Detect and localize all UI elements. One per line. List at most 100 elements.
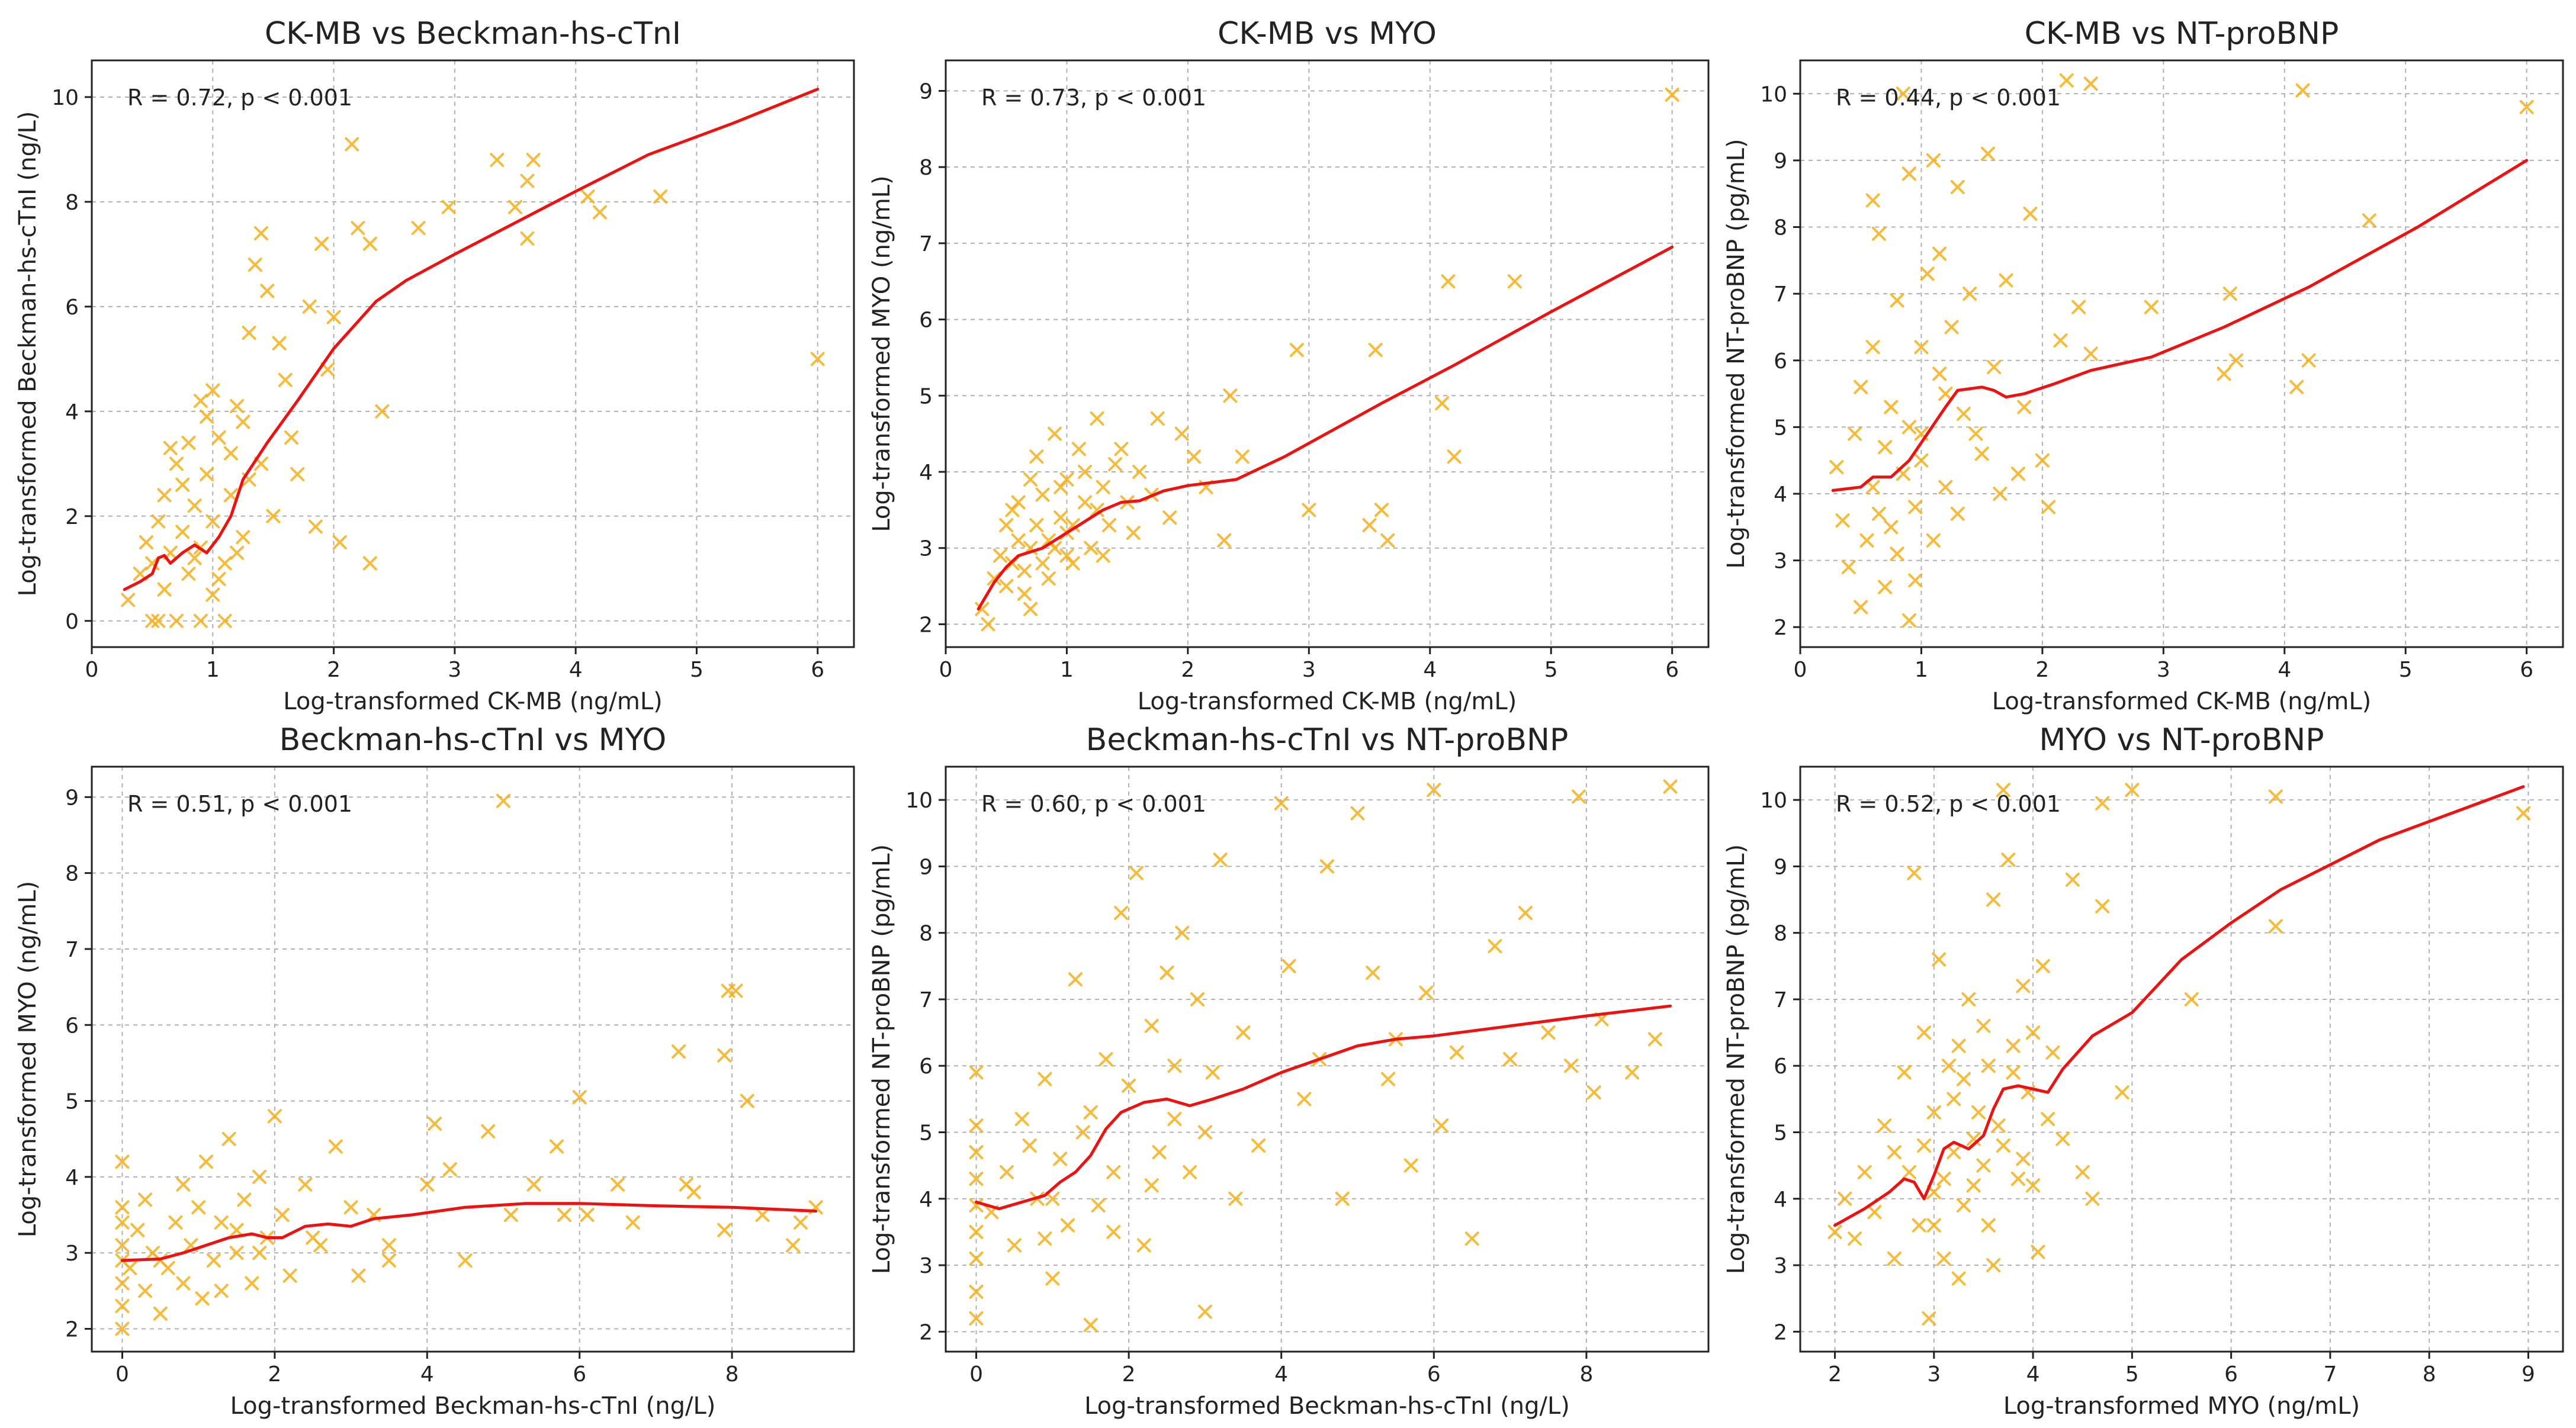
- scatter-point: [151, 514, 166, 529]
- scatter-point: [420, 1177, 435, 1192]
- y-tick-label: 2: [1774, 616, 1787, 640]
- scatter-point: [1106, 1224, 1121, 1239]
- scatter-point: [1841, 559, 1856, 574]
- scatter-point: [211, 571, 226, 586]
- scatter-point: [1045, 1271, 1060, 1286]
- scatter-point: [1541, 1025, 1556, 1040]
- chart-panel-ckmb-vs-tni: 0 1 2 3 4 5 6 0 2 4 6 8 10 CK-MB vs Beckman-hs-cTnI Lo…: [14, 16, 855, 715]
- scatter-point: [2055, 1131, 2070, 1146]
- scatter-point: [1938, 480, 1953, 494]
- scatter-point: [314, 236, 329, 251]
- scatter-point: [580, 1208, 595, 1223]
- scatter-point: [115, 1276, 130, 1291]
- scatter-point: [254, 226, 268, 240]
- scatter-point: [278, 372, 293, 387]
- scatter-point: [252, 1246, 267, 1260]
- scatter-point: [169, 456, 184, 471]
- scatter-point: [230, 545, 245, 560]
- x-tick-label: 0: [969, 1362, 983, 1387]
- scatter-point: [993, 548, 1007, 563]
- scatter-point: [1213, 853, 1228, 867]
- scatter-point: [728, 983, 743, 998]
- chart-title: MYO vs NT-proBNP: [2039, 722, 2324, 758]
- y-axis-label: Log-transformed NT-proBNP (pg/mL): [1723, 844, 1750, 1274]
- y-tick-label: 2: [65, 505, 79, 529]
- x-tick-label: 6: [811, 658, 824, 682]
- x-tick-label: 3: [448, 658, 461, 682]
- scatter-point: [1374, 503, 1389, 517]
- scatter-point: [2023, 207, 2038, 221]
- scatter-point: [1029, 449, 1044, 464]
- x-tick-label: 3: [1927, 1362, 1941, 1387]
- scatter-point: [1281, 959, 1296, 973]
- scatter-point: [1922, 1311, 1936, 1326]
- scatter-point: [1957, 1072, 1971, 1086]
- scatter-point: [138, 1284, 153, 1298]
- scatter-point: [550, 1139, 564, 1154]
- chart-panel-ckmb-vs-myo: 0 1 2 3 4 5 6 2 3 4 5 6 7 8 9 CK-MB vs MYO Log-transform…: [868, 16, 1710, 715]
- scatter-point: [1968, 426, 1983, 441]
- x-tick-label: 0: [1794, 658, 1807, 682]
- scatter-point: [1951, 1038, 1966, 1053]
- x-tick-label: 0: [115, 1362, 129, 1387]
- x-tick-label: 0: [85, 658, 99, 682]
- y-tick-label: 6: [65, 1014, 79, 1038]
- trend-line: [123, 88, 820, 591]
- scatter-point: [1083, 1105, 1098, 1120]
- scatter-point: [229, 1246, 244, 1260]
- scatter-point: [153, 1306, 168, 1321]
- y-tick-label: 8: [919, 922, 933, 946]
- chart-title: CK-MB vs MYO: [1218, 16, 1437, 52]
- y-tick-label: 10: [1760, 789, 1787, 813]
- scatter-point: [1564, 1059, 1579, 1073]
- x-tick-label: 8: [725, 1362, 739, 1387]
- scatter-point: [1449, 1045, 1464, 1060]
- scatter-point: [1507, 274, 1522, 289]
- scatter-point: [1289, 343, 1304, 358]
- scatter-point: [2516, 806, 2531, 821]
- scatter-point: [1083, 1318, 1098, 1333]
- scatter-point: [1084, 541, 1099, 555]
- scatter-point: [969, 1198, 984, 1212]
- scatter-point: [2075, 1165, 2090, 1179]
- y-tick-label: 8: [65, 862, 79, 886]
- scatter-point: [1887, 1251, 1902, 1266]
- y-tick-label: 4: [65, 1166, 79, 1190]
- scatter-point: [740, 1093, 754, 1108]
- y-axis-label: Log-transformed Beckman-hs-cTnI (ng/L): [14, 111, 41, 597]
- scatter-point: [1957, 1198, 1971, 1212]
- y-tick-label: 6: [919, 1054, 933, 1079]
- scatter-point: [1187, 449, 1202, 464]
- scatter-point: [1223, 388, 1238, 403]
- scatter-point: [175, 525, 190, 539]
- scatter-point: [580, 189, 595, 204]
- scatter-point: [2085, 1191, 2100, 1206]
- scatter-point: [381, 1253, 396, 1268]
- scatter-point: [130, 1223, 145, 1237]
- x-tick-label: 3: [1302, 658, 1316, 682]
- scatter-point: [1871, 226, 1886, 241]
- x-tick-label: 2: [1181, 658, 1194, 682]
- scatter-point: [1857, 1165, 1872, 1179]
- scatter-point: [1902, 1165, 1916, 1179]
- scatter-point: [260, 284, 275, 298]
- scatter-point: [671, 1044, 686, 1059]
- scatter-point: [2031, 1244, 2045, 1259]
- scatter-point: [1126, 525, 1141, 540]
- scatter-point: [151, 613, 166, 628]
- scatter-point: [1950, 506, 1965, 521]
- scatter-point: [1981, 1218, 1996, 1233]
- scatter-point: [1183, 1165, 1197, 1179]
- scatter-point: [1251, 1138, 1266, 1153]
- scatter-point: [593, 205, 607, 220]
- scatter-point: [2083, 76, 2098, 91]
- x-tick-label: 2: [2035, 658, 2049, 682]
- y-tick-label: 2: [919, 1320, 933, 1345]
- scatter-point: [810, 352, 825, 366]
- scatter-point: [786, 1238, 801, 1253]
- x-tick-label: 6: [1665, 658, 1679, 682]
- y-tick-label: 9: [1774, 149, 1787, 173]
- scatter-point: [686, 1185, 701, 1199]
- scatter-point: [1447, 449, 1462, 464]
